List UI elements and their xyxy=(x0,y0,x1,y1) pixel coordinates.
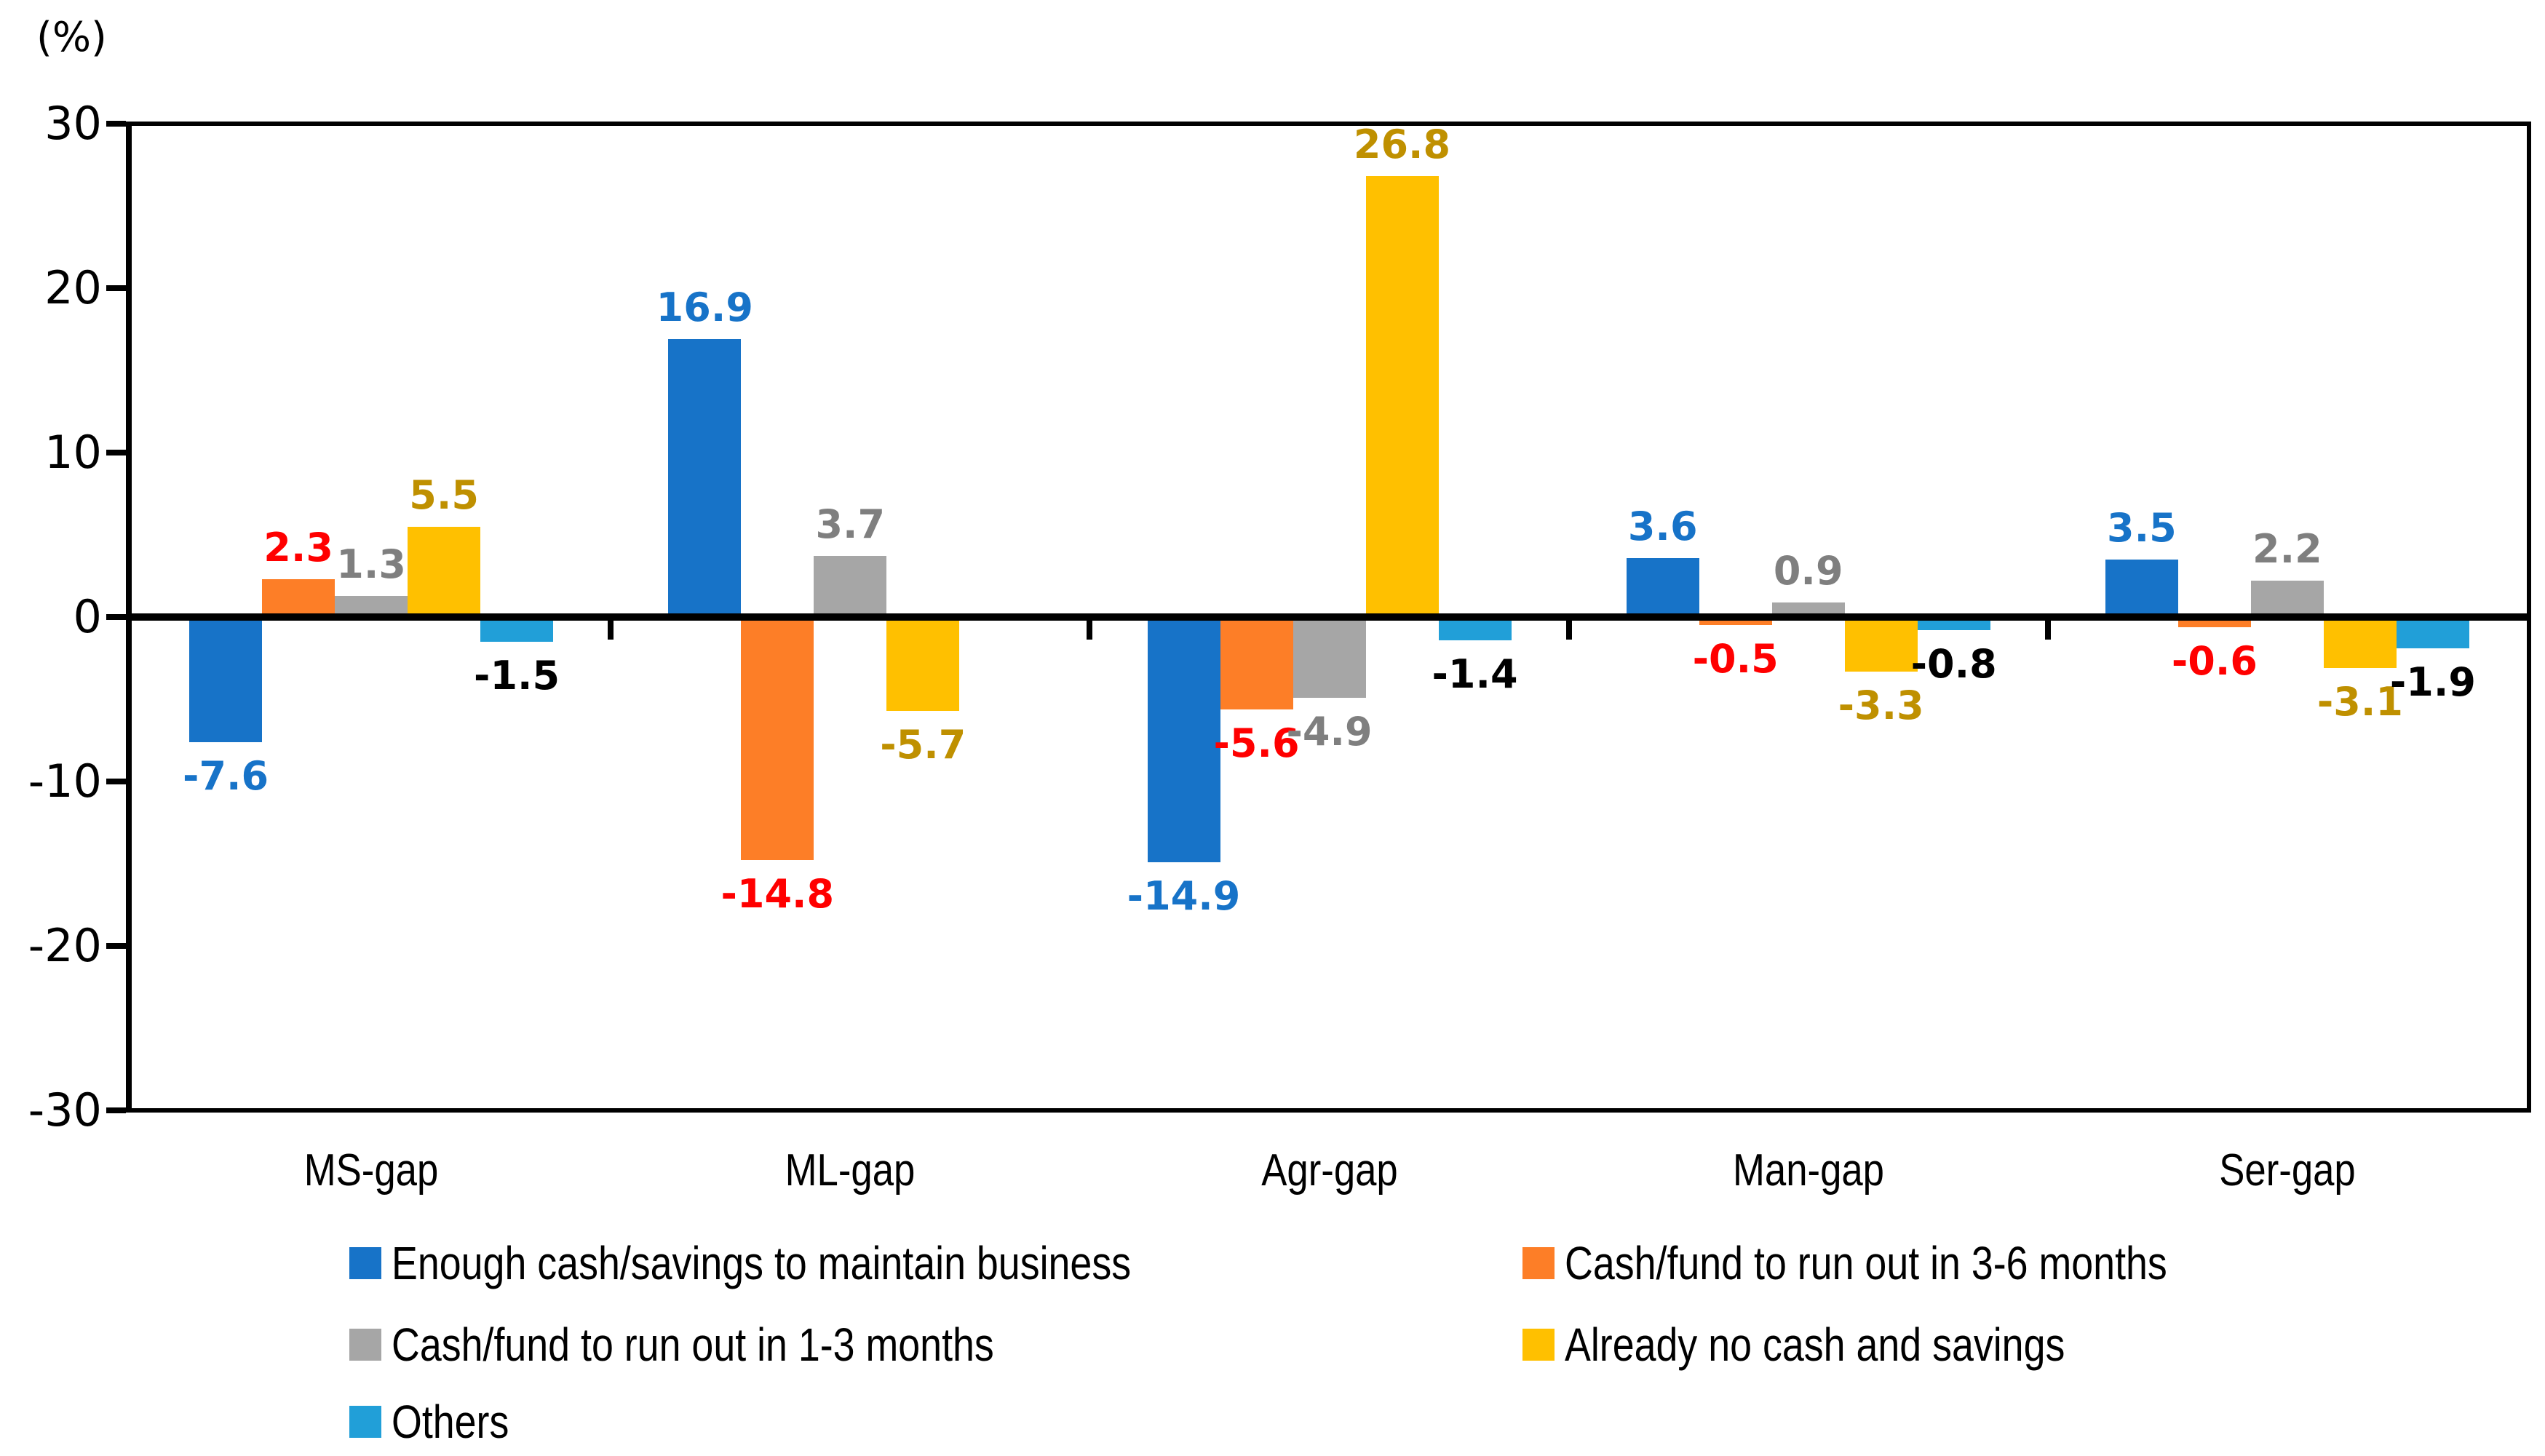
bar-label-ms-gap-others: -1.5 xyxy=(474,652,560,699)
category-label-man-gap: Man-gap xyxy=(1732,1145,1884,1196)
category-label-ml-gap: ML-gap xyxy=(785,1145,916,1196)
bar-label-man-gap-others: -0.8 xyxy=(1910,641,1997,688)
bar-label-agr-gap-already-no-cash-and-savings: 26.8 xyxy=(1353,122,1451,168)
bar-label-ms-gap-cash-fund-to-run-out-in-1-3-months: 1.3 xyxy=(336,541,406,587)
bar-label-ml-gap-cash-fund-to-run-out-in-3-6-months: -14.8 xyxy=(720,871,835,918)
category-label-ms-gap: MS-gap xyxy=(303,1145,439,1196)
legend-label-enough-cash-savings-to-maintain-business: Enough cash/savings to maintain business xyxy=(392,1237,1132,1289)
y-axis-tick--10 xyxy=(106,779,126,784)
bar-label-ml-gap-already-no-cash-and-savings: -5.7 xyxy=(880,721,966,768)
bar-ml-gap-cash-fund-to-run-out-in-3-6-months xyxy=(741,617,814,861)
bar-ser-gap-cash-fund-to-run-out-in-1-3-months xyxy=(2250,581,2324,617)
bar-label-ser-gap-already-no-cash-and-savings: -3.1 xyxy=(2316,679,2403,725)
y-axis-unit-label: (%) xyxy=(36,14,107,61)
y-tick-label--20: -20 xyxy=(28,919,102,972)
y-tick-label--10: -10 xyxy=(28,755,102,808)
bar-agr-gap-cash-fund-to-run-out-in-3-6-months xyxy=(1220,617,1293,709)
bar-ms-gap-others xyxy=(480,617,554,642)
bar-label-agr-gap-cash-fund-to-run-out-in-3-6-months: -5.6 xyxy=(1213,720,1300,766)
bar-label-agr-gap-enough-cash-savings-to-maintain-business: -14.9 xyxy=(1127,872,1241,919)
legend-label-cash-fund-to-run-out-in-3-6-months: Cash/fund to run out in 3-6 months xyxy=(1565,1237,2167,1289)
y-tick-label-20: 20 xyxy=(44,261,102,314)
legend-swatch-already-no-cash-and-savings xyxy=(1522,1329,1555,1361)
bar-agr-gap-others xyxy=(1438,617,1512,640)
bar-label-ms-gap-cash-fund-to-run-out-in-3-6-months: 2.3 xyxy=(263,525,333,571)
x-axis-boundary-tick-3 xyxy=(1565,621,1572,640)
bar-label-man-gap-enough-cash-savings-to-maintain-business: 3.6 xyxy=(1627,503,1698,549)
bar-label-agr-gap-others: -1.4 xyxy=(1432,651,1518,697)
bar-label-man-gap-cash-fund-to-run-out-in-3-6-months: -0.5 xyxy=(1692,636,1779,683)
y-tick-label--30: -30 xyxy=(28,1083,102,1137)
bar-label-man-gap-cash-fund-to-run-out-in-1-3-months: 0.9 xyxy=(1773,547,1843,594)
bar-man-gap-cash-fund-to-run-out-in-1-3-months xyxy=(1771,602,1845,617)
bar-ms-gap-already-no-cash-and-savings xyxy=(408,526,481,617)
category-label-agr-gap: Agr-gap xyxy=(1260,1145,1398,1196)
bar-ser-gap-others xyxy=(2396,617,2469,648)
legend-swatch-enough-cash-savings-to-maintain-business xyxy=(349,1247,381,1279)
bar-ml-gap-cash-fund-to-run-out-in-1-3-months xyxy=(814,556,887,617)
bar-label-ml-gap-enough-cash-savings-to-maintain-business: 16.9 xyxy=(656,285,753,331)
category-label-ser-gap: Ser-gap xyxy=(2219,1145,2356,1196)
bar-ser-gap-already-no-cash-and-savings xyxy=(2323,617,2397,669)
x-axis-boundary-tick-2 xyxy=(1087,621,1093,640)
legend-label-already-no-cash-and-savings: Already no cash and savings xyxy=(1565,1318,2065,1371)
bar-man-gap-already-no-cash-and-savings xyxy=(1844,617,1918,672)
x-axis-boundary-tick-1 xyxy=(608,621,614,640)
y-axis-tick-10 xyxy=(106,450,126,456)
bar-ser-gap-enough-cash-savings-to-maintain-business xyxy=(2105,559,2178,617)
bar-label-ms-gap-already-no-cash-and-savings: 5.5 xyxy=(409,472,479,518)
bar-label-ser-gap-others: -1.9 xyxy=(2389,659,2476,705)
bar-ms-gap-cash-fund-to-run-out-in-3-6-months xyxy=(262,579,336,617)
y-tick-label-0: 0 xyxy=(73,590,102,643)
y-axis-tick-30 xyxy=(106,121,126,127)
legend-swatch-cash-fund-to-run-out-in-1-3-months xyxy=(349,1329,381,1361)
y-tick-label-10: 10 xyxy=(44,426,102,479)
bar-agr-gap-already-no-cash-and-savings xyxy=(1365,176,1439,617)
x-axis-baseline xyxy=(126,613,2531,621)
y-tick-label-30: 30 xyxy=(44,97,102,150)
bar-man-gap-cash-fund-to-run-out-in-3-6-months xyxy=(1699,617,1772,626)
y-axis-tick-0 xyxy=(106,614,126,620)
x-axis-boundary-tick-4 xyxy=(2044,621,2051,640)
bar-ml-gap-enough-cash-savings-to-maintain-business xyxy=(668,339,742,617)
bar-label-agr-gap-cash-fund-to-run-out-in-1-3-months: -4.9 xyxy=(1286,708,1373,755)
bar-label-ser-gap-cash-fund-to-run-out-in-3-6-months: -0.6 xyxy=(2171,637,2258,684)
y-axis-tick-20 xyxy=(106,285,126,291)
bar-label-man-gap-already-no-cash-and-savings: -3.3 xyxy=(1838,682,1924,728)
bar-agr-gap-enough-cash-savings-to-maintain-business xyxy=(1147,617,1220,862)
legend-label-cash-fund-to-run-out-in-1-3-months: Cash/fund to run out in 1-3 months xyxy=(392,1318,994,1371)
bar-agr-gap-cash-fund-to-run-out-in-1-3-months xyxy=(1293,617,1366,698)
legend-label-others: Others xyxy=(392,1396,509,1448)
y-axis-tick--20 xyxy=(106,943,126,949)
y-axis-tick--30 xyxy=(106,1107,126,1113)
bar-label-ser-gap-cash-fund-to-run-out-in-1-3-months: 2.2 xyxy=(2252,526,2322,573)
bar-man-gap-enough-cash-savings-to-maintain-business xyxy=(1626,557,1699,617)
bar-ms-gap-enough-cash-savings-to-maintain-business xyxy=(189,617,263,742)
bar-label-ser-gap-enough-cash-savings-to-maintain-business: 3.5 xyxy=(2107,504,2177,551)
legend-swatch-others xyxy=(349,1406,381,1438)
bar-label-ms-gap-enough-cash-savings-to-maintain-business: -7.6 xyxy=(183,752,269,799)
legend-swatch-cash-fund-to-run-out-in-3-6-months xyxy=(1522,1247,1555,1279)
bar-ml-gap-already-no-cash-and-savings xyxy=(886,617,960,711)
bar-label-ml-gap-cash-fund-to-run-out-in-1-3-months: 3.7 xyxy=(815,501,886,548)
